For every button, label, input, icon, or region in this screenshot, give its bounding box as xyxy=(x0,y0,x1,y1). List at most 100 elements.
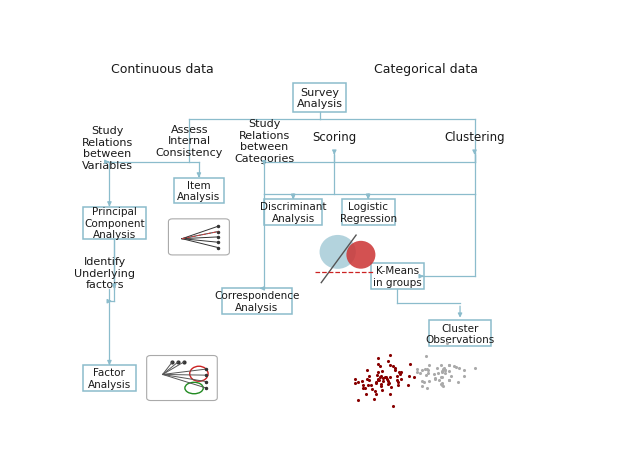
Point xyxy=(430,374,440,382)
Point xyxy=(409,373,419,381)
Point xyxy=(361,375,371,383)
Text: Correspondence
Analysis: Correspondence Analysis xyxy=(214,291,300,313)
Text: Item
Analysis: Item Analysis xyxy=(177,180,220,202)
Point xyxy=(371,378,381,386)
Point xyxy=(371,391,381,398)
Point xyxy=(437,374,447,382)
Point xyxy=(436,374,446,381)
Point xyxy=(367,385,377,393)
Point xyxy=(441,370,451,377)
Point xyxy=(411,369,421,376)
Point xyxy=(383,357,392,365)
Point xyxy=(412,365,422,373)
Point xyxy=(385,390,395,398)
Point xyxy=(373,354,383,362)
Point xyxy=(372,371,382,379)
Point xyxy=(444,377,454,384)
Point xyxy=(436,362,446,369)
Point xyxy=(424,377,434,385)
Point xyxy=(396,375,406,383)
Point xyxy=(421,372,431,379)
Point xyxy=(353,396,363,404)
Point xyxy=(376,380,386,388)
Text: Principal
Component
Analysis: Principal Component Analysis xyxy=(84,206,145,240)
FancyBboxPatch shape xyxy=(222,289,292,314)
FancyBboxPatch shape xyxy=(173,178,224,204)
Point xyxy=(391,372,401,380)
Point xyxy=(440,366,450,374)
Point xyxy=(373,361,383,368)
FancyBboxPatch shape xyxy=(429,321,492,346)
FancyBboxPatch shape xyxy=(293,84,346,113)
Point xyxy=(437,379,447,387)
FancyBboxPatch shape xyxy=(83,207,146,239)
Point xyxy=(395,370,405,378)
Point xyxy=(444,361,454,369)
Point xyxy=(383,378,393,385)
Point xyxy=(446,373,456,380)
Point xyxy=(382,375,392,383)
Point xyxy=(437,369,447,376)
Point xyxy=(363,382,373,389)
Point xyxy=(451,363,461,371)
Point xyxy=(389,402,399,410)
Point xyxy=(371,380,381,387)
Point xyxy=(376,374,386,381)
Point xyxy=(390,366,400,374)
Point xyxy=(423,369,433,377)
Point xyxy=(444,367,454,375)
Point xyxy=(396,369,406,376)
Text: Discriminant
Analysis: Discriminant Analysis xyxy=(260,202,326,223)
Text: Survey
Analysis: Survey Analysis xyxy=(297,88,343,109)
Point xyxy=(376,373,386,380)
FancyBboxPatch shape xyxy=(168,219,230,256)
Point xyxy=(375,362,385,369)
Point xyxy=(353,378,363,386)
Point xyxy=(385,362,395,369)
Point xyxy=(351,375,361,383)
Point xyxy=(369,388,379,395)
Point xyxy=(359,384,369,392)
Point xyxy=(378,377,388,384)
Point xyxy=(378,386,388,394)
Text: Logistic
Regression: Logistic Regression xyxy=(339,202,397,223)
Point xyxy=(374,376,384,384)
Point xyxy=(417,366,427,374)
Point xyxy=(361,390,371,398)
Point xyxy=(419,379,429,386)
Point xyxy=(432,365,442,372)
Point xyxy=(369,395,379,403)
Text: K-Means
in groups: K-Means in groups xyxy=(373,266,422,288)
Ellipse shape xyxy=(319,235,356,269)
Point xyxy=(357,377,367,384)
Point xyxy=(388,363,397,370)
Point xyxy=(373,375,383,383)
Point xyxy=(378,375,388,382)
Point xyxy=(422,367,432,374)
Point xyxy=(358,384,368,392)
Point xyxy=(417,382,427,389)
FancyBboxPatch shape xyxy=(371,264,424,289)
Point xyxy=(358,382,368,389)
Point xyxy=(434,377,444,384)
FancyBboxPatch shape xyxy=(264,200,322,225)
Point xyxy=(366,382,376,389)
FancyBboxPatch shape xyxy=(341,200,395,225)
Point xyxy=(376,383,386,390)
Point xyxy=(438,366,448,373)
Point xyxy=(422,385,432,392)
Point xyxy=(384,379,394,387)
Point xyxy=(421,352,431,359)
Point xyxy=(430,376,440,383)
Text: Scoring: Scoring xyxy=(312,131,356,144)
Point xyxy=(437,381,447,388)
Point xyxy=(444,376,454,384)
Point xyxy=(404,361,414,369)
Point xyxy=(434,370,444,377)
Point xyxy=(377,367,387,375)
Text: Identify
Underlying
factors: Identify Underlying factors xyxy=(74,257,135,289)
Point xyxy=(422,365,432,373)
Point xyxy=(386,383,396,391)
Point xyxy=(350,380,360,387)
Point xyxy=(402,382,412,389)
